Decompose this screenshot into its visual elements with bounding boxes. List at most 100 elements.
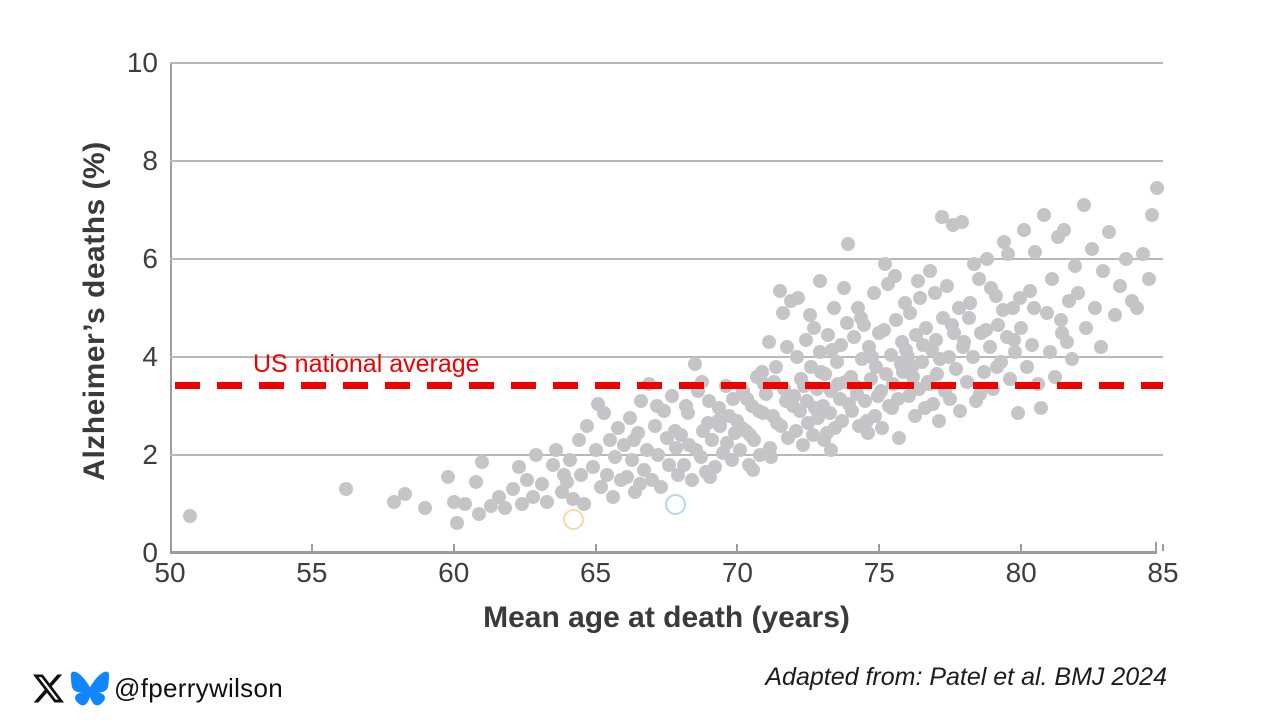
scatter-point	[818, 367, 833, 382]
scatter-point	[947, 325, 962, 340]
scatter-point	[1093, 340, 1108, 355]
scatter-point	[418, 500, 433, 515]
scatter-point	[497, 500, 512, 515]
scatter-point	[951, 301, 966, 315]
gridline-y-6	[170, 258, 1163, 260]
scatter-point	[449, 515, 464, 530]
x-tick-65	[594, 544, 597, 551]
scatter-point	[1034, 401, 1048, 416]
scatter-point	[475, 455, 490, 470]
scatter-point	[1056, 222, 1071, 237]
scatter-point	[534, 477, 549, 492]
scatter-point	[608, 450, 623, 465]
scatter-point	[903, 305, 918, 320]
x-tick-70	[736, 544, 739, 551]
scatter-point	[971, 271, 986, 286]
scatter-point	[1087, 301, 1102, 315]
scatter-point	[963, 296, 978, 311]
scatter-point	[1001, 247, 1016, 262]
scatter-point	[934, 210, 949, 225]
scatter-point	[868, 408, 883, 423]
scatter-point	[574, 467, 589, 482]
scatter-point	[724, 452, 739, 467]
scatter-point	[1070, 286, 1085, 301]
scatter-point	[676, 457, 691, 472]
scatter-point	[548, 443, 563, 458]
scatter-point	[1014, 320, 1029, 335]
x-tick-label-55: 55	[296, 557, 328, 588]
scatter-point	[441, 470, 456, 485]
scatter-point	[929, 332, 944, 347]
scatter-point	[795, 438, 810, 453]
scatter-point	[1113, 278, 1128, 293]
scatter-point	[594, 479, 609, 494]
scatter-point	[812, 274, 827, 289]
scatter-point	[1119, 252, 1134, 266]
scatter-point	[980, 252, 995, 266]
scatter-point	[1048, 369, 1063, 384]
scatter-point	[1039, 305, 1054, 320]
y-tick-label-6: 6	[142, 243, 158, 274]
scatter-point	[1022, 283, 1037, 298]
scatter-point	[387, 494, 402, 509]
scatter-point	[927, 286, 942, 301]
scatter-point	[802, 308, 817, 323]
scatter-point	[926, 396, 941, 411]
scatter-point	[1005, 301, 1020, 315]
highlight-ring	[665, 494, 686, 515]
x-tick-80	[1020, 544, 1023, 551]
scatter-point	[780, 340, 795, 355]
bluesky-butterfly-icon	[70, 671, 110, 705]
gridline-y-4	[170, 356, 1163, 358]
x-axis-line	[170, 551, 1157, 554]
scatter-point	[788, 423, 803, 438]
scatter-point	[845, 403, 860, 418]
scatter-point	[1065, 352, 1080, 367]
scatter-point	[846, 330, 861, 345]
scatter-point	[856, 318, 871, 333]
scatter-point	[1144, 207, 1159, 222]
scatter-point	[988, 288, 1003, 303]
scatter-point	[665, 389, 680, 404]
social-handle-group: @fperrywilson	[33, 668, 283, 708]
scatter-point	[807, 320, 822, 335]
scatter-point	[887, 269, 902, 284]
scatter-point	[599, 467, 614, 482]
scatter-point	[622, 411, 637, 426]
scatter-point	[1102, 225, 1117, 240]
scatter-point	[1036, 207, 1051, 222]
scatter-point	[930, 367, 945, 382]
scatter-point	[940, 278, 955, 293]
scatter-point	[687, 357, 702, 372]
scatter-point	[1130, 301, 1145, 315]
scatter-point	[994, 354, 1009, 369]
scatter-point	[338, 482, 353, 497]
scatter-point	[883, 347, 898, 362]
scatter-point	[805, 428, 820, 443]
gridline-y-8	[170, 160, 1163, 162]
x-tick-label-80: 80	[1005, 557, 1037, 588]
scatter-point	[913, 291, 928, 306]
scatter-point	[821, 327, 836, 342]
scatter-point	[1028, 244, 1043, 259]
scatter-point	[1141, 271, 1156, 286]
scatter-point	[540, 494, 555, 509]
scatter-point	[775, 305, 790, 320]
x-tick-label-50: 50	[154, 557, 186, 588]
scatter-point	[829, 354, 844, 369]
scatter-point	[754, 364, 769, 379]
x-axis-end-tick	[1155, 542, 1157, 553]
scatter-point	[787, 389, 802, 404]
scatter-point	[577, 497, 592, 511]
scatter-point	[961, 310, 976, 325]
scatter-point	[520, 472, 535, 487]
scatter-point	[662, 457, 677, 472]
scatter-point	[746, 462, 761, 477]
scatter-point	[632, 477, 647, 492]
scatter-point	[910, 274, 925, 289]
x-tick-label-65: 65	[579, 557, 612, 588]
x-tick-85	[1162, 544, 1164, 551]
scatter-point	[1026, 301, 1041, 315]
scatter-point	[1008, 345, 1023, 360]
